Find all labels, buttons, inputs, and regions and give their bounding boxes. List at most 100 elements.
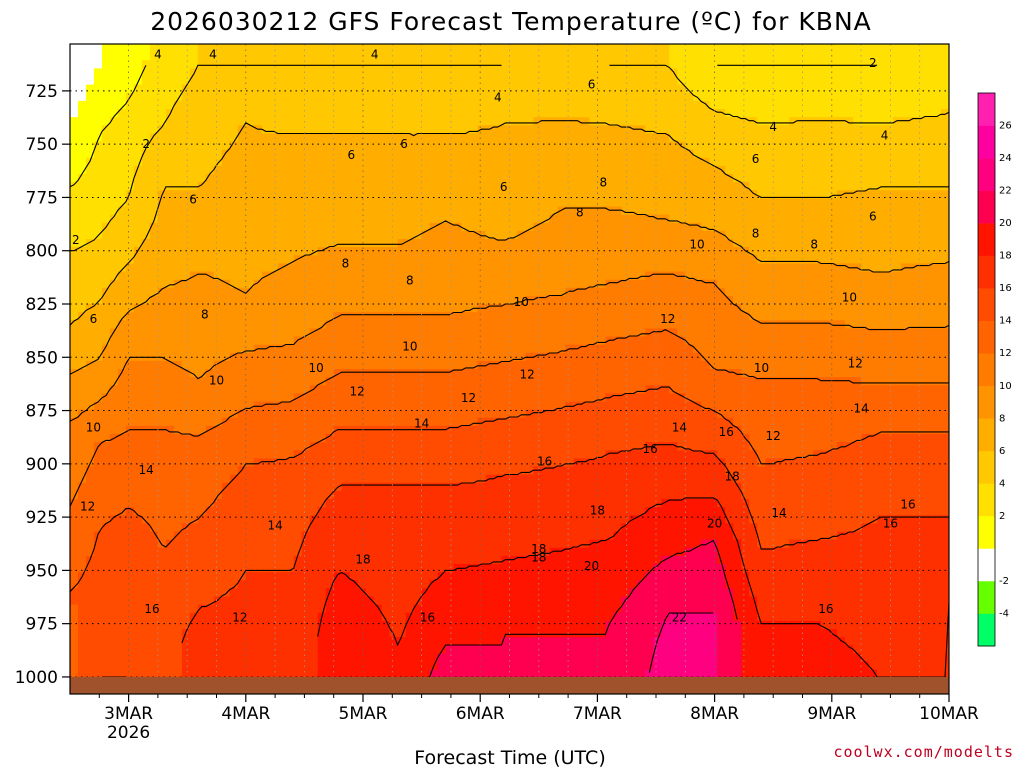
heat-cell (253, 198, 263, 208)
heat-cell (565, 214, 575, 224)
heat-cell (477, 263, 487, 273)
heat-cell (325, 117, 335, 126)
heat-cell (269, 157, 279, 167)
heat-cell (253, 295, 263, 305)
heat-cell (269, 458, 279, 468)
heat-cell (309, 620, 319, 630)
heat-cell (349, 393, 359, 403)
heat-cell (117, 312, 127, 321)
heat-cell (437, 653, 447, 663)
heat-cell (213, 515, 223, 524)
heat-cell (485, 409, 495, 419)
heat-cell (389, 206, 399, 216)
heat-cell (93, 604, 103, 614)
heat-cell (173, 255, 183, 264)
heat-cell (533, 60, 543, 69)
heat-cell (317, 328, 327, 338)
heat-cell (437, 564, 447, 573)
heat-cell (93, 125, 103, 134)
heat-cell (429, 490, 439, 500)
heat-cell (77, 336, 87, 346)
heat-cell (485, 442, 495, 451)
heat-cell (365, 271, 375, 281)
heat-cell (77, 182, 87, 191)
heat-cell (477, 60, 487, 69)
heat-cell (229, 60, 239, 69)
heat-cell (301, 76, 311, 86)
heat-cell (77, 385, 87, 394)
heat-cell (189, 255, 199, 264)
heat-cell (509, 344, 519, 354)
heat-cell (445, 214, 455, 224)
heat-cell (309, 157, 319, 167)
heat-cell (70, 247, 79, 256)
heat-cell (525, 255, 535, 264)
heat-cell (70, 612, 79, 622)
heat-cell (277, 125, 287, 134)
heat-cell (309, 312, 319, 321)
heat-cell (141, 515, 151, 524)
heat-cell (165, 344, 175, 354)
heat-cell (357, 401, 367, 411)
heat-cell (125, 206, 135, 216)
heat-cell (557, 100, 567, 110)
heat-cell (429, 669, 439, 679)
heat-cell (501, 417, 511, 427)
heat-cell (325, 76, 335, 86)
heat-cell (149, 239, 159, 248)
heat-cell (541, 572, 551, 581)
heat-cell (357, 344, 367, 354)
heat-cell (205, 490, 215, 500)
heat-cell (269, 499, 279, 508)
heat-cell (205, 239, 215, 248)
heat-cell (245, 369, 255, 378)
heat-cell (549, 572, 559, 581)
heat-cell (445, 564, 455, 573)
heat-cell (109, 247, 119, 256)
heat-cell (445, 190, 455, 199)
heat-cell (461, 304, 471, 313)
heat-cell (70, 100, 79, 110)
heat-cell (93, 304, 103, 313)
heat-cell (197, 230, 207, 240)
heat-cell (253, 279, 263, 289)
heat-cell (125, 547, 135, 557)
heat-cell (70, 255, 79, 264)
heat-cell (509, 109, 519, 118)
heat-cell (165, 44, 175, 53)
heat-cell (397, 523, 407, 533)
heat-cell (405, 653, 415, 663)
heat-cell (205, 555, 215, 565)
heat-cell (309, 507, 319, 516)
heat-cell (317, 515, 327, 524)
heat-cell (277, 425, 287, 435)
heat-cell (341, 263, 351, 273)
heat-cell (373, 182, 383, 191)
heat-cell (437, 52, 447, 61)
heat-cell (493, 360, 503, 370)
heat-cell (133, 117, 143, 126)
heat-cell (205, 320, 215, 329)
heat-cell (101, 198, 111, 208)
heat-cell (501, 320, 511, 329)
heat-cell (245, 637, 255, 646)
heat-cell (541, 490, 551, 500)
heat-cell (333, 263, 343, 273)
heat-cell (349, 295, 359, 305)
heat-cell (373, 612, 383, 622)
heat-cell (269, 271, 279, 281)
heat-cell (285, 620, 295, 630)
heat-cell (477, 604, 487, 614)
heat-cell (237, 239, 247, 248)
heat-cell (517, 596, 527, 606)
heat-cell (413, 515, 423, 524)
heat-cell (237, 596, 247, 606)
heat-cell (125, 572, 135, 581)
heat-cell (213, 76, 223, 86)
heat-cell (85, 247, 95, 256)
heat-cell (93, 547, 103, 557)
heat-cell (453, 604, 463, 614)
heat-cell (109, 165, 119, 175)
heat-cell (325, 52, 335, 61)
heat-cell (221, 320, 231, 329)
